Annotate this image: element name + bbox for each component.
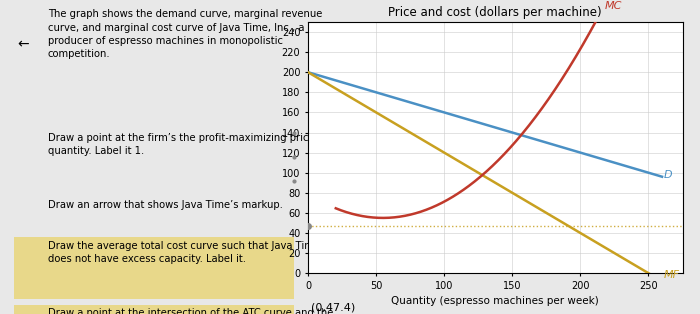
Text: Draw a point at the intersection of the ATC curve and the
MC curve. Label it 2.: Draw a point at the intersection of the … [48, 308, 333, 314]
Text: MC: MC [605, 1, 622, 11]
FancyBboxPatch shape [14, 237, 294, 299]
X-axis label: Quantity (espresso machines per week): Quantity (espresso machines per week) [391, 296, 599, 306]
Text: Draw a point at the firm’s the profit-maximizing price and
quantity. Label it 1.: Draw a point at the firm’s the profit-ma… [48, 133, 336, 156]
Text: Draw the average total cost curve such that Java Time
does not have excess capac: Draw the average total cost curve such t… [48, 241, 320, 264]
Text: ←: ← [17, 38, 29, 52]
Text: Draw an arrow that shows Java Time’s markup.: Draw an arrow that shows Java Time’s mar… [48, 200, 283, 210]
Text: D: D [664, 170, 672, 180]
Title: Price and cost (dollars per machine): Price and cost (dollars per machine) [389, 6, 602, 19]
FancyBboxPatch shape [14, 305, 294, 314]
Text: (0,47.4): (0,47.4) [312, 302, 356, 312]
Text: MF: MF [664, 270, 680, 280]
Text: The graph shows the demand curve, marginal revenue
curve, and marginal cost curv: The graph shows the demand curve, margin… [48, 9, 322, 59]
